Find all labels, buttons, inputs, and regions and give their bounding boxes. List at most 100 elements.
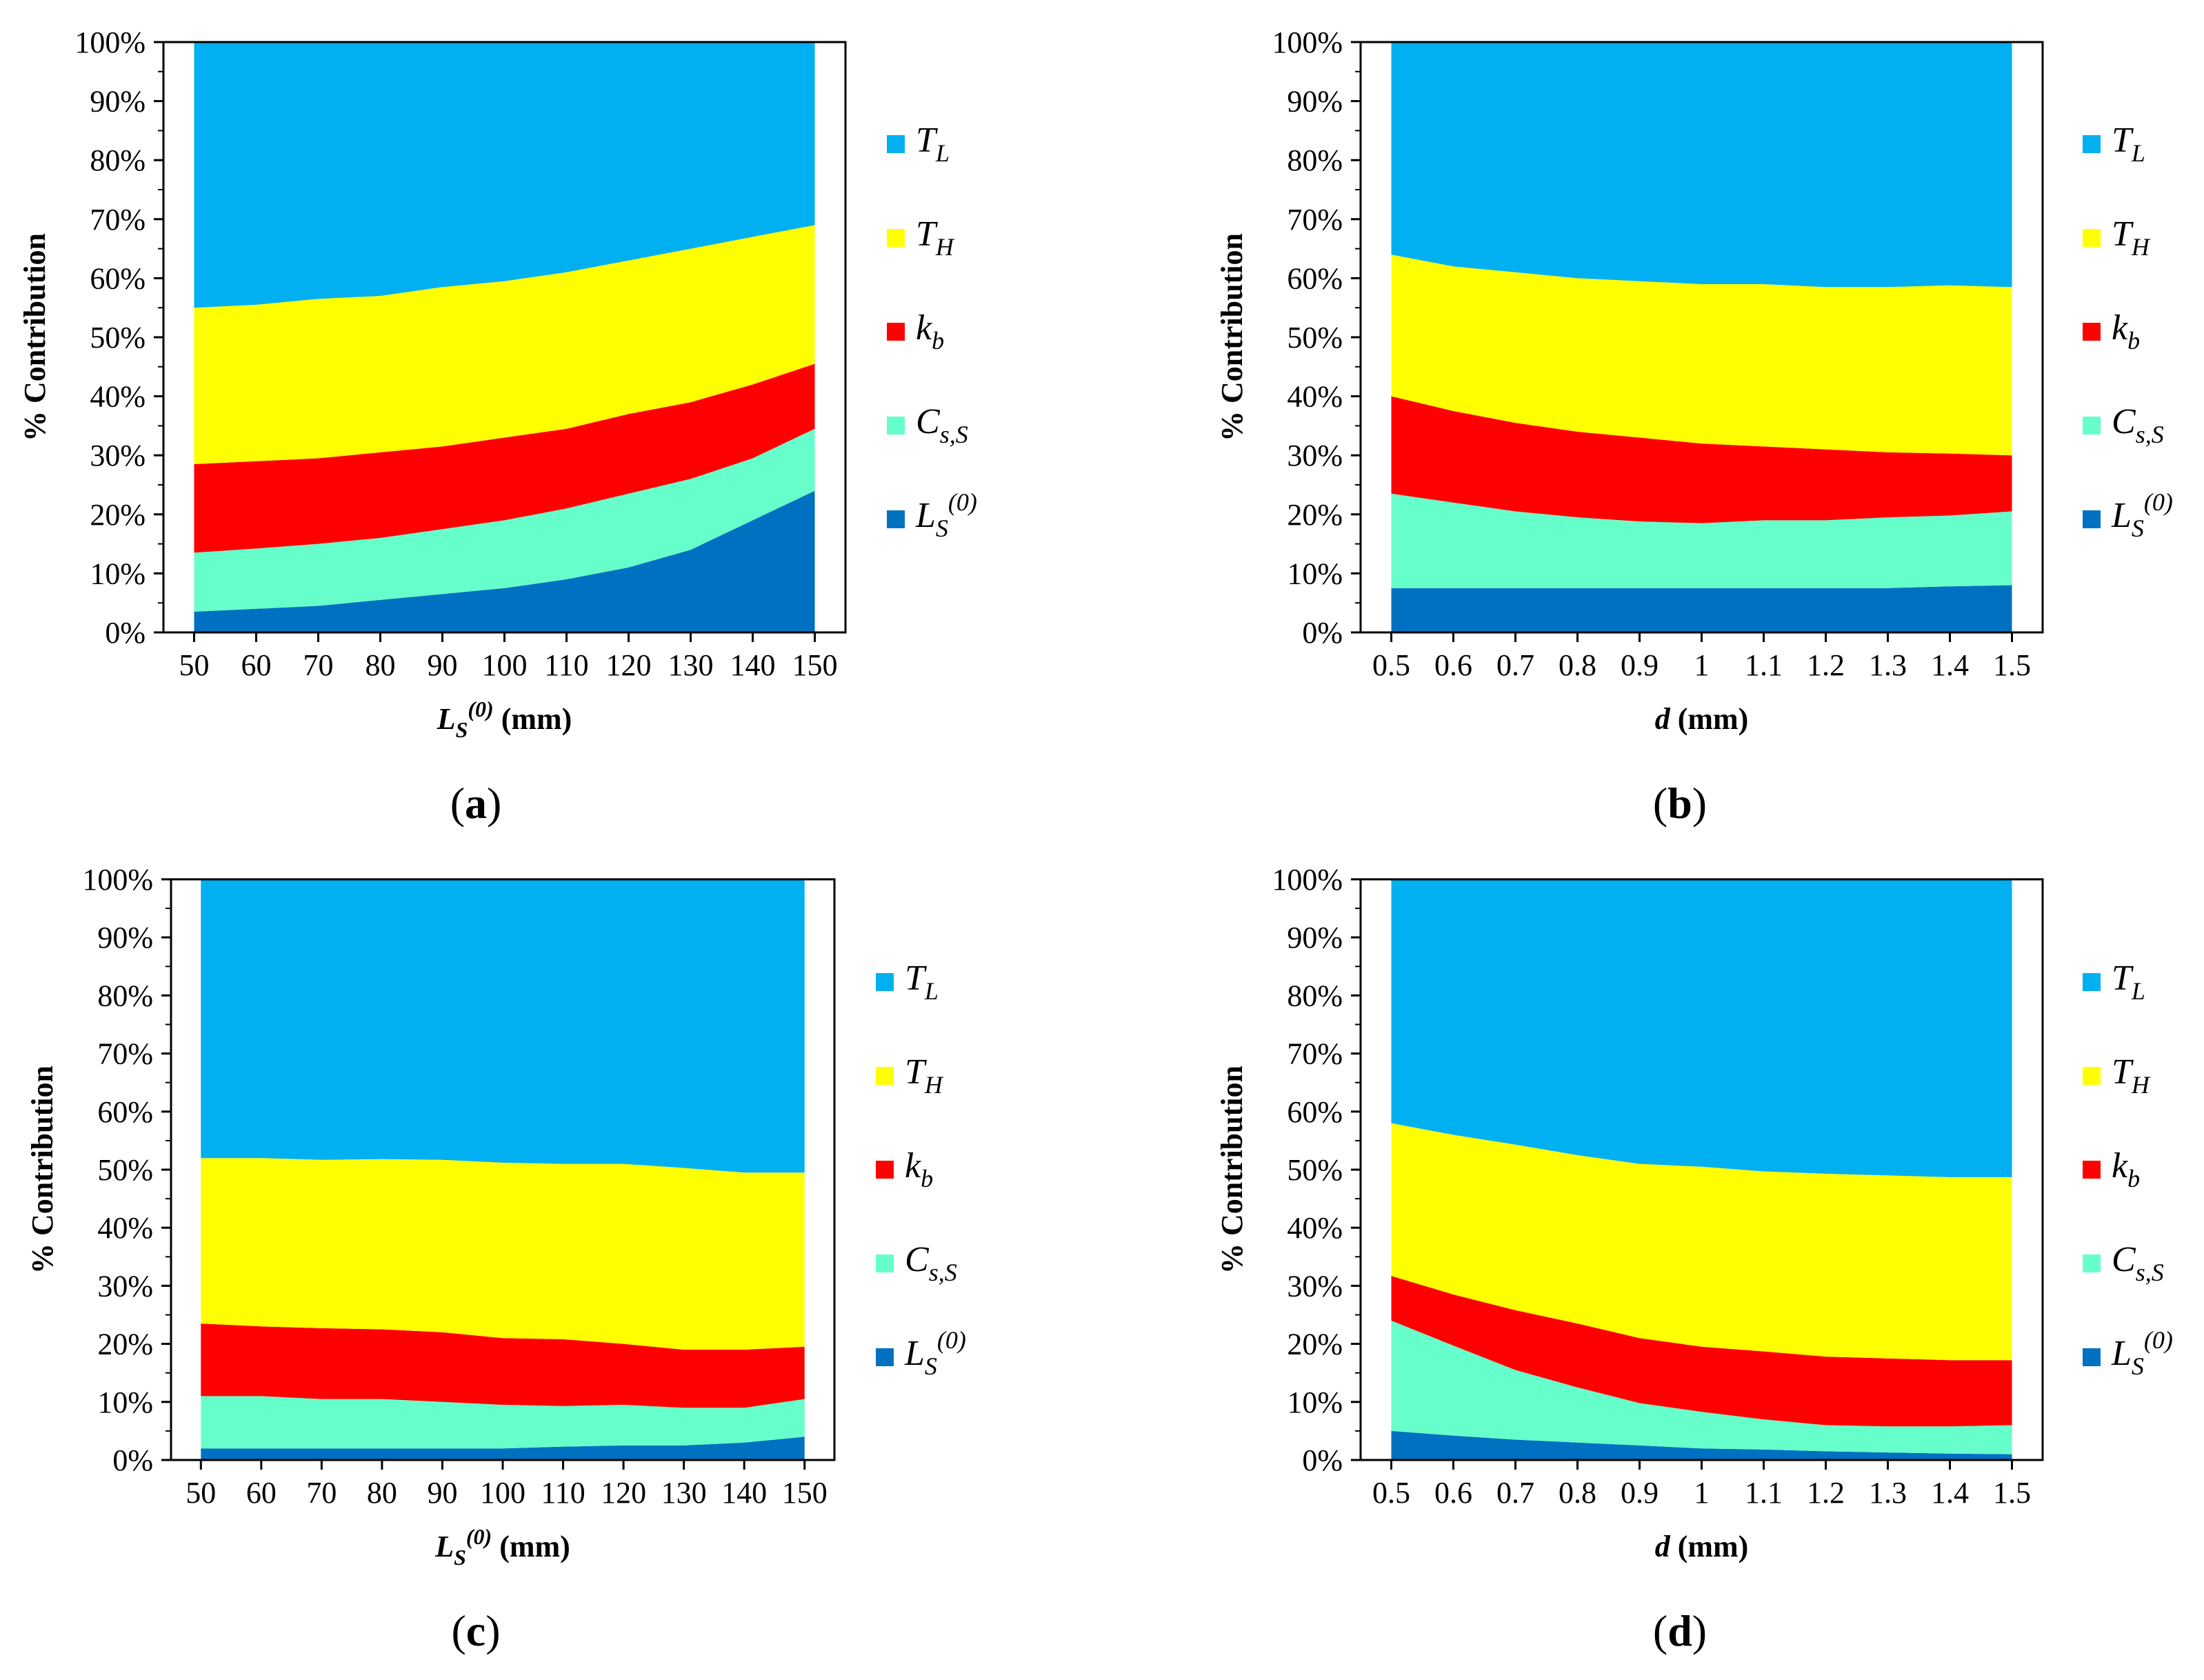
legend-label-main: T xyxy=(905,959,927,998)
area-C_sS xyxy=(194,428,815,612)
legend-item-T_L: TL xyxy=(887,121,950,167)
legend-label-main: T xyxy=(2112,214,2134,254)
legend-swatch xyxy=(2083,510,2101,528)
x-tick-label: 120 xyxy=(605,648,651,682)
legend-swatch xyxy=(2083,1067,2101,1085)
y-tick-label: 30% xyxy=(97,1269,153,1303)
legend-label: kb xyxy=(905,1146,933,1192)
chart-panel-c: 0% 10% 20% 30% 40% 50% 60% 70% 80% 90% 100% 50 60 70 8… xyxy=(26,863,966,1655)
legend-swatch xyxy=(887,323,905,341)
y-tick-label: 10% xyxy=(1287,1386,1343,1419)
y-tick-label: 70% xyxy=(1287,203,1343,237)
y-tick-label: 90% xyxy=(90,85,146,119)
legend-label: LS(0) xyxy=(915,488,977,542)
x-axis-title-unit: (mm) xyxy=(1670,1530,1749,1563)
x-axis-title-unit: (mm) xyxy=(492,1530,570,1563)
area-T_L xyxy=(1391,879,2012,1177)
y-axis-title: % Contribution xyxy=(1215,233,1249,441)
x-tick-label: 1 xyxy=(1694,1476,1710,1510)
legend-label-sub: H xyxy=(924,1071,944,1099)
y-tick-label: 30% xyxy=(1287,439,1343,472)
x-tick-label: 130 xyxy=(668,648,713,682)
legend-item-k_b: kb xyxy=(887,308,944,354)
legend-item-T_L: TL xyxy=(2083,121,2145,167)
legend-label-main: L xyxy=(2111,1334,2132,1373)
legend-item-L_S0: LS(0) xyxy=(887,488,977,542)
legend-swatch xyxy=(2083,135,2101,153)
legend-label-main: T xyxy=(905,1052,927,1092)
x-tick-label: 80 xyxy=(365,648,396,682)
legend-label: TH xyxy=(2112,1052,2151,1099)
legend-label-sub: H xyxy=(2131,1071,2151,1099)
legend-label-sup: (0) xyxy=(948,488,977,516)
y-tick-label: 30% xyxy=(1287,1269,1343,1303)
legend-swatch xyxy=(887,417,905,434)
legend-label-main: T xyxy=(916,121,938,160)
legend-label-main: k xyxy=(2112,1146,2128,1186)
legend-label-sub: b xyxy=(2127,327,2140,354)
legend-swatch xyxy=(887,135,905,153)
legend-item-C_sS: Cs,S xyxy=(2083,402,2164,448)
y-tick-label: 90% xyxy=(1287,921,1343,954)
area-L_S0 xyxy=(201,1437,805,1460)
y-axis-title: % Contribution xyxy=(26,1066,59,1274)
legend-label-sub: b xyxy=(2127,1165,2140,1192)
legend-label-sub: L xyxy=(2131,977,2145,1005)
legend-label-sub: s,S xyxy=(2136,1259,2164,1286)
legend-label: Cs,S xyxy=(2112,402,2164,448)
x-axis-title: LS(0) (mm) xyxy=(434,1524,570,1570)
area-T_H xyxy=(1391,254,2012,456)
y-tick-label: 100% xyxy=(82,863,153,897)
area-C_sS xyxy=(201,1396,805,1449)
y-tick-label: 40% xyxy=(1287,380,1343,414)
legend-item-k_b: kb xyxy=(876,1146,933,1192)
legend-label-sub: s,S xyxy=(2136,421,2164,448)
x-tick-label: 1 xyxy=(1694,648,1710,682)
legend-label: TH xyxy=(905,1052,944,1099)
x-tick-label: 0.5 xyxy=(1372,648,1410,682)
x-tick-label: 0.8 xyxy=(1559,1476,1596,1510)
y-tick-label: 10% xyxy=(1287,557,1343,590)
x-axis-title-unit: (mm) xyxy=(494,702,572,736)
legend-item-C_sS: Cs,S xyxy=(2083,1240,2164,1286)
x-tick-label: 60 xyxy=(246,1476,277,1510)
y-tick-label: 30% xyxy=(90,439,146,472)
x-tick-label: 70 xyxy=(306,1476,337,1510)
y-axis-title: % Contribution xyxy=(18,233,52,441)
legend-swatch xyxy=(2083,1161,2101,1179)
legend-label: TH xyxy=(2112,214,2151,261)
legend-item-T_L: TL xyxy=(876,959,939,1005)
x-tick-label: 150 xyxy=(782,1476,828,1510)
area-L_S0 xyxy=(194,490,815,632)
x-axis-title-unit: (mm) xyxy=(1670,702,1749,736)
legend-label-main: T xyxy=(2112,121,2134,160)
x-tick-label: 1.4 xyxy=(1931,648,1969,682)
x-tick-label: 0.7 xyxy=(1496,1476,1534,1510)
x-axis-title-sub: S xyxy=(456,717,468,742)
x-tick-label: 140 xyxy=(730,648,775,682)
legend-label-sup: (0) xyxy=(2144,1326,2173,1354)
legend-label: kb xyxy=(916,308,944,354)
y-tick-label: 100% xyxy=(1272,863,1343,897)
y-tick-label: 70% xyxy=(1287,1037,1343,1071)
y-tick-label: 80% xyxy=(97,979,153,1012)
y-tick-label: 0% xyxy=(1302,1443,1343,1477)
area-k_b xyxy=(1391,396,2012,523)
area-L_S0 xyxy=(1391,585,2012,632)
legend-label: LS(0) xyxy=(2111,1326,2173,1380)
legend-label-sub: S xyxy=(2132,1352,2144,1380)
y-tick-label: 50% xyxy=(90,321,146,354)
y-tick-label: 50% xyxy=(97,1153,153,1187)
legend-label: TH xyxy=(916,214,955,261)
area-L_S0 xyxy=(1391,1430,2012,1460)
legend-label-main: C xyxy=(2112,1240,2136,1279)
x-tick-label: 0.6 xyxy=(1434,1476,1472,1510)
chart-panel-d: 0% 10% 20% 30% 40% 50% 60% 70% 80% 90% 100% 0.5 0.6 0… xyxy=(1215,863,2173,1655)
area-T_L xyxy=(194,42,815,308)
panel-label-letter: b xyxy=(1667,779,1692,828)
x-tick-label: 120 xyxy=(601,1476,646,1510)
legend-label-sub: b xyxy=(932,327,944,354)
y-tick-label: 10% xyxy=(90,557,146,590)
legend-item-C_sS: Cs,S xyxy=(876,1240,957,1286)
